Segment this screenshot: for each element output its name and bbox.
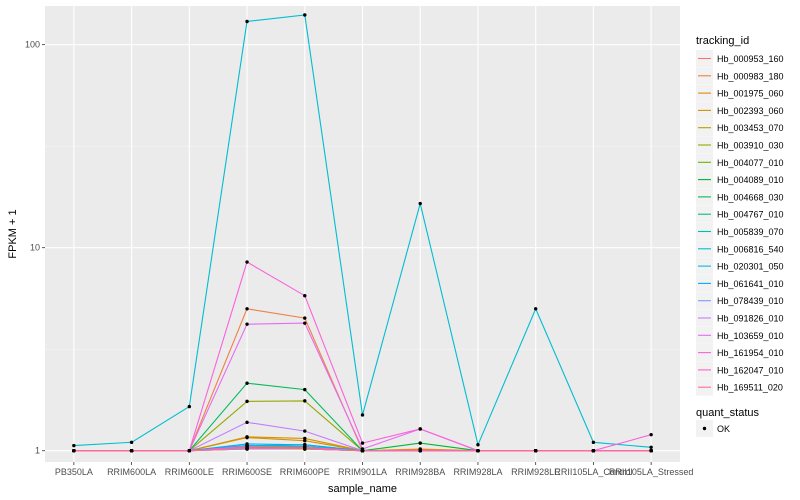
legend-label: Hb_005839_070: [717, 227, 784, 237]
data-point: [360, 441, 365, 445]
data-point: [303, 321, 307, 325]
data-point: [129, 440, 134, 445]
data-point: [245, 399, 249, 404]
data-point: [245, 381, 249, 385]
legend-label: Hb_003453_070: [717, 123, 784, 133]
legend-label: Hb_000953_160: [717, 54, 784, 64]
x-tick-label: RRIM600SE: [222, 467, 272, 477]
data-point: [533, 449, 538, 453]
data-point: [360, 449, 365, 453]
data-point: [418, 427, 422, 431]
data-point: [303, 443, 307, 447]
data-point: [129, 449, 134, 453]
shape-legend-key: [696, 420, 713, 437]
legend-items: Hb_000953_160 Hb_000983_180 Hb_001975_060 H…: [696, 50, 784, 396]
legend-label: Hb_020301_050: [717, 262, 784, 272]
data-point: [245, 260, 249, 264]
data-point: [303, 436, 307, 441]
data-point: [303, 429, 307, 433]
legend-label: Hb_003910_030: [717, 141, 784, 151]
data-point: [649, 449, 653, 453]
data-point: [245, 420, 249, 425]
data-point: [303, 316, 307, 320]
data-point: [649, 432, 653, 437]
data-point: [245, 435, 249, 440]
x-tick-label: RRIM600PE: [280, 467, 330, 477]
x-tick-label: RRIM928LA: [453, 467, 502, 477]
data-point: [591, 440, 596, 445]
legend-label: Hb_004767_010: [717, 210, 784, 220]
legend-label: Hb_078439_010: [717, 296, 784, 306]
data-point: [245, 19, 249, 24]
x-tick-label: RRIM928LE: [511, 467, 560, 477]
y-tick-label: 100: [25, 40, 40, 50]
data-point: [649, 445, 653, 449]
y-tick-label: 10: [30, 243, 40, 253]
data-point: [418, 449, 422, 453]
y-axis: 1 10 100: [25, 40, 45, 456]
legend-label: Hb_169511_020: [717, 383, 783, 393]
data-point: [245, 442, 249, 446]
data-point: [303, 294, 307, 298]
legend-label: Hb_004089_010: [717, 175, 784, 185]
shape-legend-title: quant_status: [696, 407, 759, 419]
legend-label: Hb_091826_010: [717, 314, 784, 324]
legend-label: Hb_161954_010: [717, 348, 784, 358]
data-point: [476, 449, 480, 453]
legend-title: tracking_id: [696, 35, 749, 47]
x-tick-label: RRII105LA_Stressed: [609, 467, 694, 477]
data-point: [418, 201, 422, 206]
legend: tracking_id Hb_000953_160Hb_000983_180Hb…: [696, 35, 784, 437]
data-point: [303, 13, 307, 17]
x-tick-label: RRII105LA_Control: [554, 467, 632, 477]
data-point: [533, 307, 538, 311]
data-point: [303, 439, 307, 443]
legend-label: Hb_001975_060: [717, 89, 784, 99]
x-tick-label: RRIM901LA: [338, 467, 387, 477]
shape-legend-label: OK: [717, 424, 730, 434]
data-point: [245, 307, 249, 311]
data-point: [476, 443, 480, 447]
data-point: [187, 404, 192, 409]
legend-label: Hb_004077_010: [717, 158, 784, 168]
data-point: [360, 413, 365, 417]
data-point: [418, 441, 422, 445]
legend-label: Hb_006816_540: [717, 244, 784, 254]
legend-label: Hb_103659_010: [717, 331, 784, 341]
data-point: [245, 444, 249, 449]
data-point: [72, 443, 76, 448]
x-tick-label: RRIM600LA: [107, 467, 156, 477]
shape-legend-point: [702, 426, 707, 431]
data-point: [303, 387, 307, 392]
y-axis-title: FPKM + 1: [7, 209, 19, 258]
y-tick-label: 1: [35, 446, 40, 456]
x-axis-title: sample_name: [328, 483, 397, 495]
data-points: [72, 13, 653, 453]
x-tick-label: PB350LA: [55, 467, 93, 477]
data-point: [72, 449, 76, 453]
x-tick-label: RRIM928BA: [395, 467, 445, 477]
data-point: [187, 449, 192, 453]
data-point: [245, 322, 249, 326]
legend-label: Hb_162047_010: [717, 365, 784, 375]
legend-label: Hb_061641_010: [717, 279, 784, 289]
data-point: [591, 449, 596, 453]
data-point: [303, 447, 307, 451]
legend-label: Hb_000983_180: [717, 71, 784, 81]
data-point: [303, 399, 307, 403]
data-point: [245, 447, 249, 451]
x-axis: PB350LA RRIM600LA RRIM600LE RRIM600SE RRIM60…: [55, 462, 694, 477]
legend-label: Hb_004668_030: [717, 192, 784, 202]
x-tick-label: RRIM600LE: [165, 467, 214, 477]
legend-label: Hb_002393_060: [717, 106, 784, 116]
